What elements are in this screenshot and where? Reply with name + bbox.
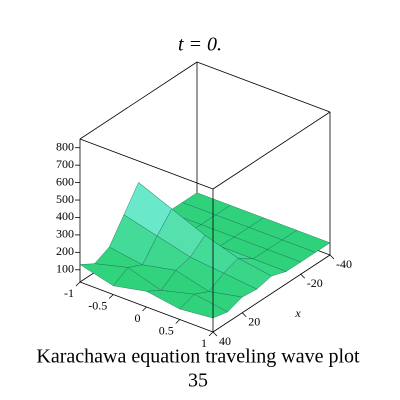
x-tick: [329, 254, 335, 260]
caption-line: 35: [188, 370, 208, 392]
box-edge: [79, 138, 214, 190]
caption-line: Karachawa equation traveling wave plot: [36, 346, 360, 368]
box-edge: [212, 111, 331, 190]
z-tick-label: 200: [56, 244, 74, 258]
y-tick-label: 0: [135, 311, 141, 325]
x-tick-label: -40: [336, 257, 352, 271]
z-tick-label: 700: [56, 157, 74, 171]
x-tick-label: -20: [307, 276, 323, 290]
x-tick: [300, 273, 306, 279]
x-tick-label: 40: [219, 334, 231, 348]
x-axis-label: x: [294, 306, 301, 320]
box-edge: [196, 61, 331, 113]
x-tick: [241, 312, 247, 318]
z-tick-label: 400: [56, 209, 74, 223]
z-tick-label: 800: [56, 139, 74, 153]
box-edge: [79, 61, 198, 140]
z-tick-label: 300: [56, 227, 74, 241]
y-tick: [108, 294, 114, 299]
z-tick-label: 500: [56, 192, 74, 206]
y-tick-label: 0.5: [159, 323, 174, 337]
x-tick-label: 20: [248, 315, 260, 329]
y-tick: [175, 319, 181, 324]
z-tick-label: 600: [56, 174, 74, 188]
box-edge: [212, 254, 331, 333]
y-tick: [142, 306, 147, 312]
y-tick: [208, 331, 214, 337]
x-tick: [212, 331, 218, 337]
y-tick-label: -0.5: [88, 298, 107, 312]
z-tick-label: 100: [56, 262, 74, 276]
y-tick: [75, 281, 81, 287]
y-tick-label: -1: [64, 286, 74, 300]
y-tick-label: 1: [201, 336, 207, 350]
chart-title: t = 0.: [178, 34, 222, 56]
